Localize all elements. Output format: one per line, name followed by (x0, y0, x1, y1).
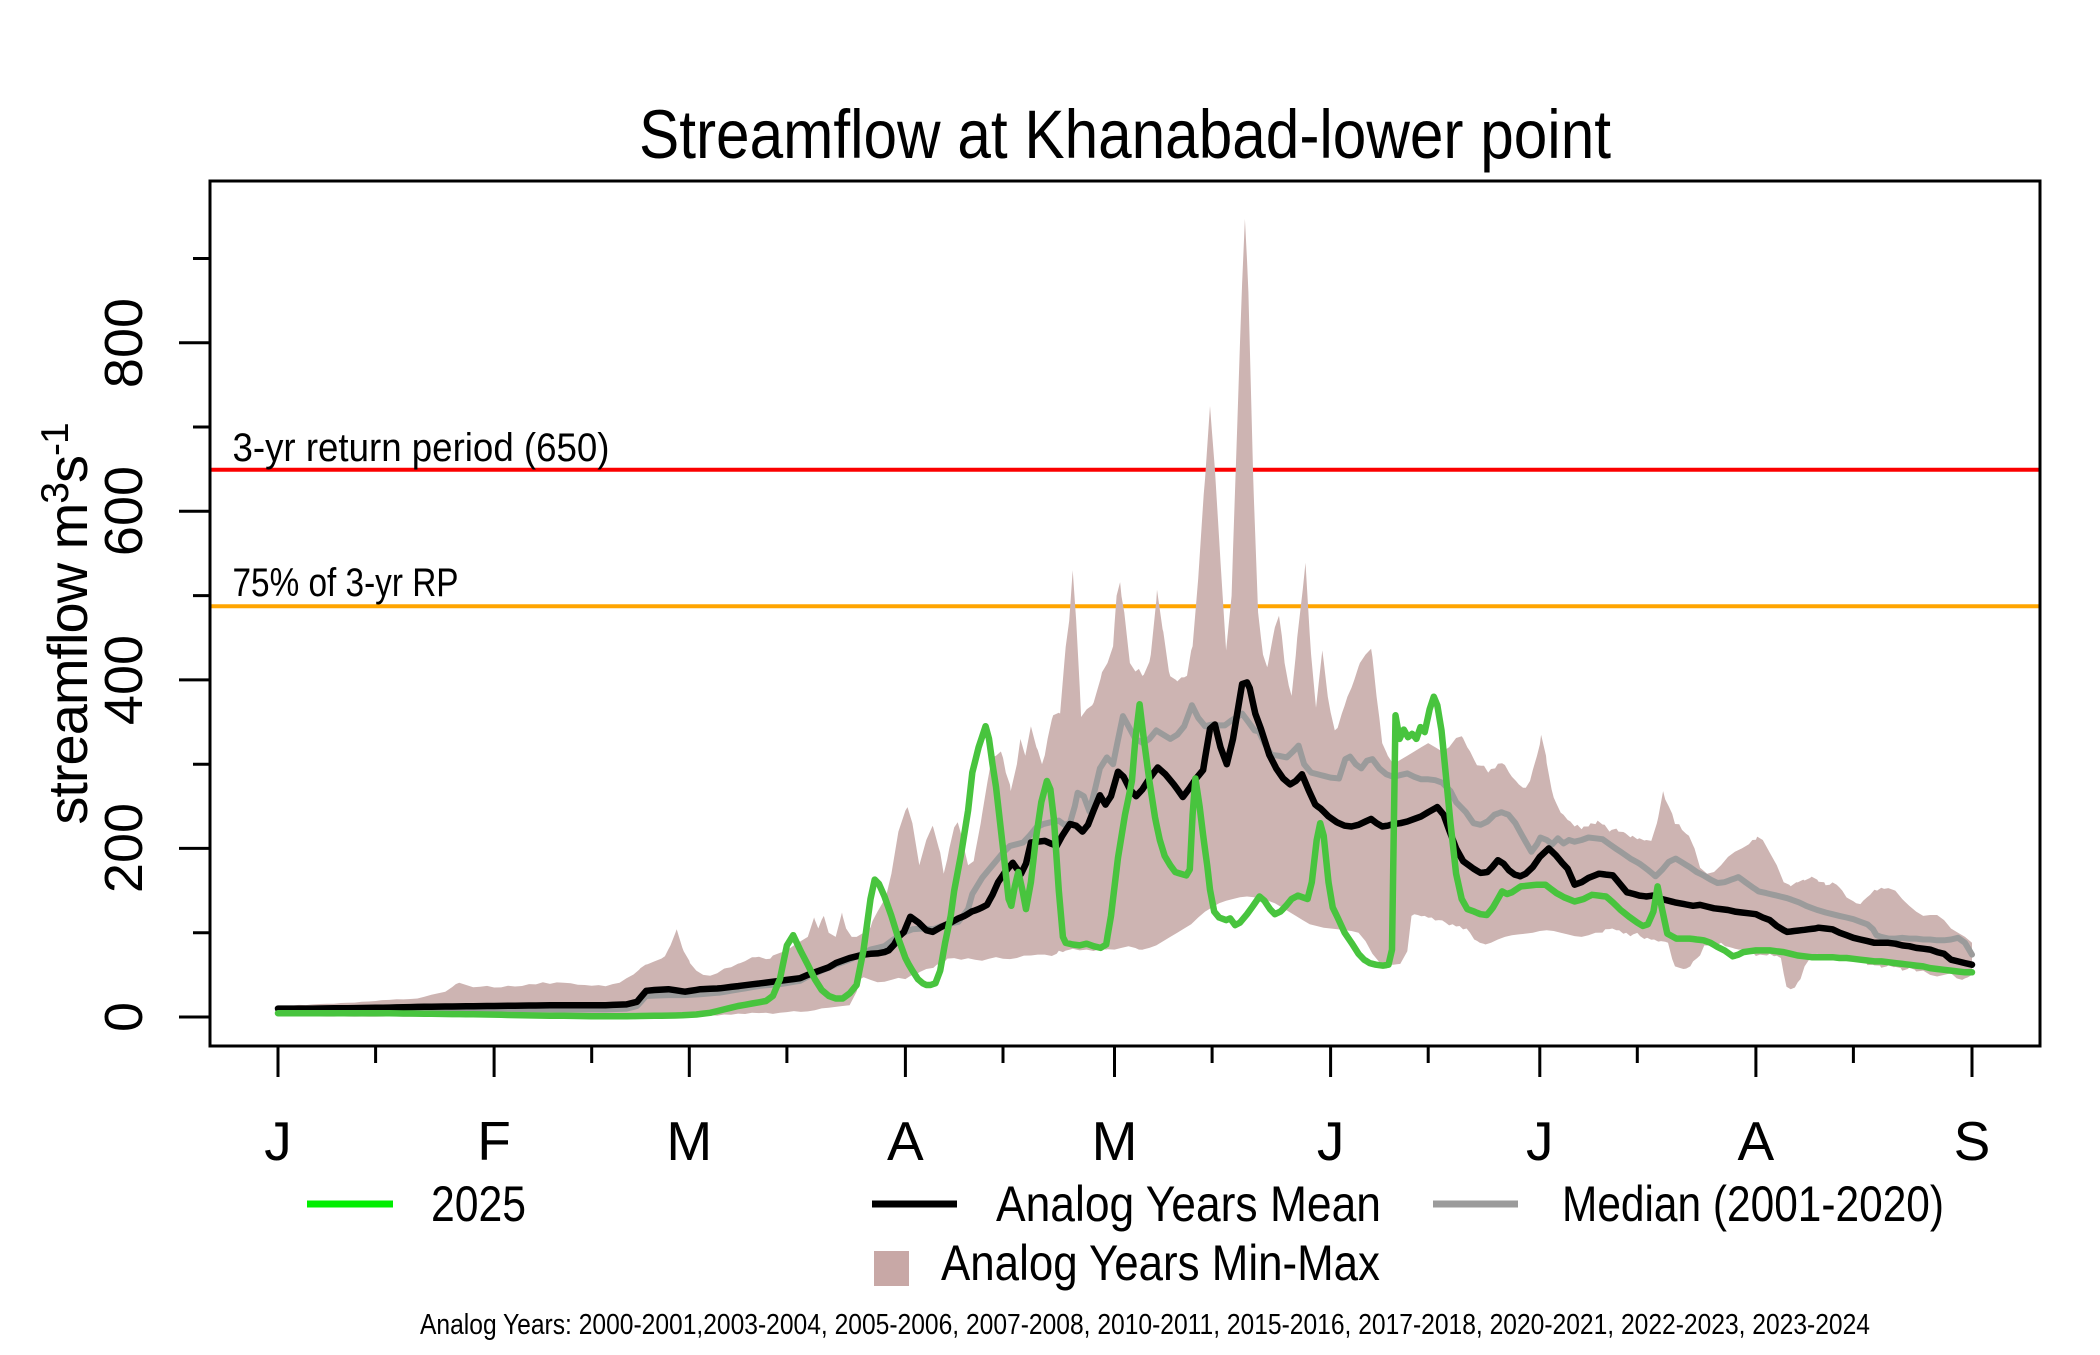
svg-text:Median (2001-2020): Median (2001-2020) (1562, 1176, 1944, 1232)
svg-text:75% of 3-yr RP: 75% of 3-yr RP (233, 561, 459, 605)
svg-text:F: F (477, 1110, 511, 1172)
svg-text:2025: 2025 (431, 1176, 526, 1232)
svg-text:A: A (1738, 1110, 1775, 1172)
svg-text:M: M (1092, 1110, 1138, 1172)
svg-text:0: 0 (94, 1002, 154, 1032)
svg-text:S: S (1954, 1110, 1991, 1172)
svg-text:A: A (887, 1110, 924, 1172)
svg-text:Analog Years Mean: Analog Years Mean (996, 1176, 1381, 1232)
svg-text:Analog Years: 2000-2001,2003-2: Analog Years: 2000-2001,2003-2004, 2005-… (420, 1309, 1870, 1341)
svg-text:Analog Years Min-Max: Analog Years Min-Max (941, 1235, 1380, 1291)
svg-text:3-yr return period (650): 3-yr return period (650) (233, 426, 610, 470)
svg-text:J: J (1526, 1110, 1554, 1172)
svg-text:J: J (1317, 1110, 1345, 1172)
svg-text:J: J (264, 1110, 292, 1172)
svg-text:M: M (666, 1110, 712, 1172)
svg-text:Streamflow at Khanabad-lower p: Streamflow at Khanabad-lower point (639, 96, 1611, 173)
svg-text:600: 600 (94, 466, 154, 556)
svg-text:streamflow m3s-1: streamflow m3s-1 (34, 423, 99, 824)
svg-text:800: 800 (94, 298, 154, 388)
svg-text:200: 200 (94, 803, 154, 893)
svg-text:400: 400 (94, 635, 154, 725)
